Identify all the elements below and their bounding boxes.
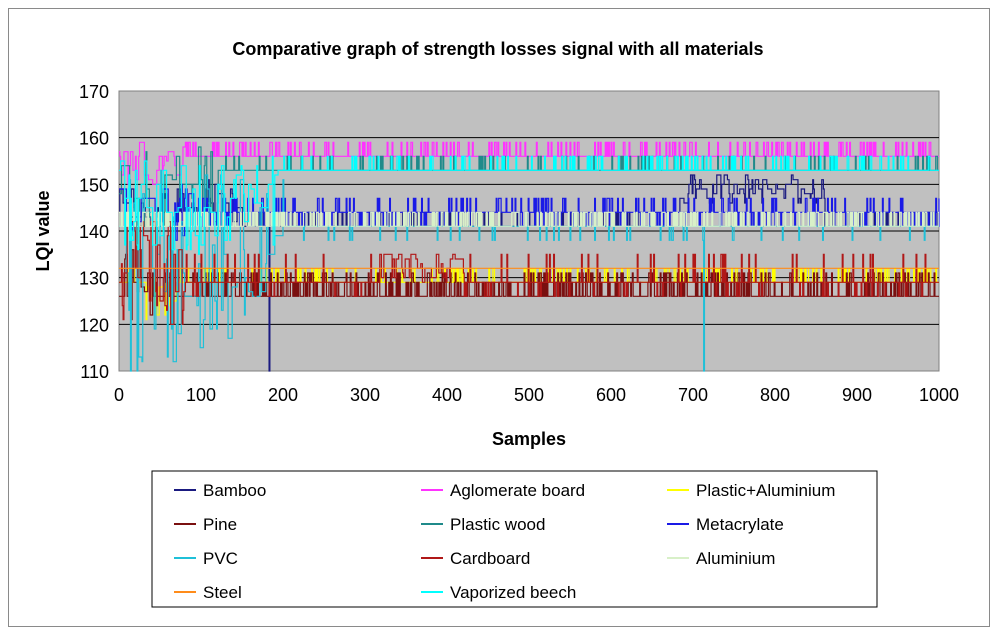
legend-item-pine: Pine (174, 515, 237, 534)
legend-label: Bamboo (203, 481, 266, 500)
legend-item-aglomerate-board: Aglomerate board (421, 481, 585, 500)
series-layer (119, 141, 940, 372)
y-tick-label: 130 (79, 269, 109, 289)
legend-item-metacrylate: Metacrylate (667, 515, 784, 534)
legend-label: Vaporized beech (450, 583, 576, 602)
x-tick-label: 900 (842, 385, 872, 405)
x-tick-label: 700 (678, 385, 708, 405)
legend-item-plastic-wood: Plastic wood (421, 515, 545, 534)
legend-label: Plastic+Aluminium (696, 481, 835, 500)
y-tick-label: 150 (79, 175, 109, 195)
x-axis: 0 100 200 300 400 500 600 700 800 900 1000 (114, 385, 959, 405)
legend-item-aluminium: Aluminium (667, 549, 775, 568)
legend-item-vaporized-beech: Vaporized beech (421, 583, 576, 602)
legend-label: Aluminium (696, 549, 775, 568)
legend-label: Steel (203, 583, 242, 602)
series-line-pine (119, 249, 939, 321)
legend-item-bamboo: Bamboo (174, 481, 266, 500)
legend-label: Aglomerate board (450, 481, 585, 500)
y-tick-label: 160 (79, 129, 109, 149)
legend-label: Pine (203, 515, 237, 534)
y-tick-label: 120 (79, 315, 109, 335)
y-tick-label: 140 (79, 222, 109, 242)
series-line-aglomerate-board (119, 141, 939, 185)
x-tick-label: 200 (268, 385, 298, 405)
y-tick-label: 110 (80, 362, 109, 382)
y-axis-label: LQI value (33, 190, 53, 271)
series-line-cardboard (119, 221, 939, 325)
y-tick-label: 170 (79, 82, 109, 102)
y-axis: 170 160 150 140 130 120 110 (79, 82, 109, 382)
legend-item-steel: Steel (174, 583, 242, 602)
legend-item-plastic-aluminium: Plastic+Aluminium (667, 481, 835, 500)
gridlines (119, 137, 939, 325)
legend-box (151, 470, 878, 608)
x-tick-label: 0 (114, 385, 124, 405)
x-tick-label: 500 (514, 385, 544, 405)
x-tick-label: 800 (760, 385, 790, 405)
x-tick-label: 300 (350, 385, 380, 405)
chart: Comparative graph of strength losses sig… (33, 39, 959, 608)
x-axis-label: Samples (492, 429, 566, 449)
legend-label: PVC (203, 549, 238, 568)
x-tick-label: 400 (432, 385, 462, 405)
series-line-aluminium (119, 211, 939, 227)
legend: Bamboo Aglomerate board Plastic+Aluminium P… (174, 481, 835, 602)
legend-label: Cardboard (450, 549, 530, 568)
legend-label: Plastic wood (450, 515, 545, 534)
x-tick-label: 600 (596, 385, 626, 405)
chart-title: Comparative graph of strength losses sig… (232, 39, 763, 59)
x-tick-label: 100 (186, 385, 216, 405)
legend-label: Metacrylate (696, 515, 784, 534)
chart-frame: Comparative graph of strength losses sig… (8, 8, 990, 627)
x-tick-label: 1000 (919, 385, 959, 405)
legend-item-cardboard: Cardboard (421, 549, 530, 568)
series-line-vaporized-beech (119, 155, 939, 255)
legend-item-pvc: PVC (174, 549, 238, 568)
